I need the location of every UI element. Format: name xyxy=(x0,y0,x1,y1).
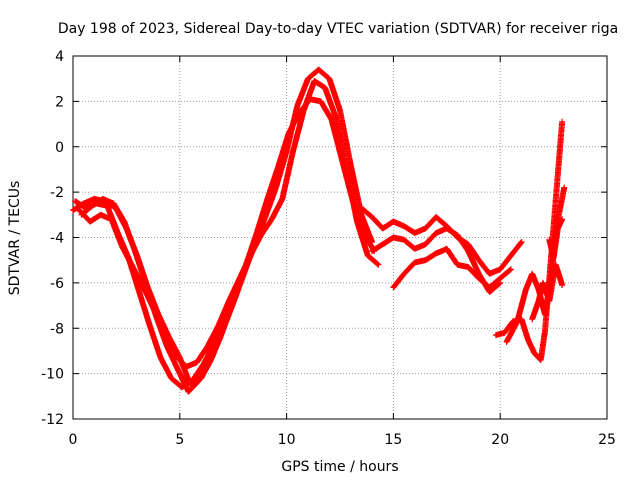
x-tick-label: 25 xyxy=(598,432,616,448)
grid xyxy=(73,56,607,419)
y-tick-label: -6 xyxy=(50,276,64,292)
series-4-markers xyxy=(78,152,288,395)
y-tick-label: -4 xyxy=(50,231,64,247)
x-axis-label: GPS time / hours xyxy=(281,459,398,475)
y-tick-label: 2 xyxy=(55,94,64,110)
x-tick-label: 20 xyxy=(491,432,509,448)
y-tick-label: 4 xyxy=(55,49,64,65)
series-4 xyxy=(78,152,288,395)
series-11 xyxy=(546,216,566,261)
y-axis-label: SDTVAR / TECUs xyxy=(7,181,23,296)
y-tick-label: 0 xyxy=(55,140,64,156)
y-tick-labels: -12 -10 -8 -6 -4 -2 0 2 4 xyxy=(41,49,64,428)
series-10-markers xyxy=(529,261,566,323)
x-tick-label: 10 xyxy=(278,432,296,448)
series-10 xyxy=(529,261,566,323)
series-11-markers xyxy=(546,216,566,261)
y-tick-label: -8 xyxy=(50,321,64,337)
chart-title: Day 198 of 2023, Sidereal Day-to-day VTE… xyxy=(58,21,618,37)
y-tick-label: -12 xyxy=(41,412,64,428)
x-tick-label: 0 xyxy=(69,432,78,448)
series-7-markers xyxy=(390,245,514,291)
x-tick-label: 15 xyxy=(384,432,402,448)
data-series xyxy=(70,66,568,395)
y-tick-label: -2 xyxy=(50,185,64,201)
axis-ticks xyxy=(72,55,608,420)
y-tick-label: -10 xyxy=(41,367,64,383)
series-7 xyxy=(390,245,514,291)
x-tick-label: 5 xyxy=(175,432,184,448)
x-tick-labels: 0 5 10 15 20 25 xyxy=(69,432,616,448)
